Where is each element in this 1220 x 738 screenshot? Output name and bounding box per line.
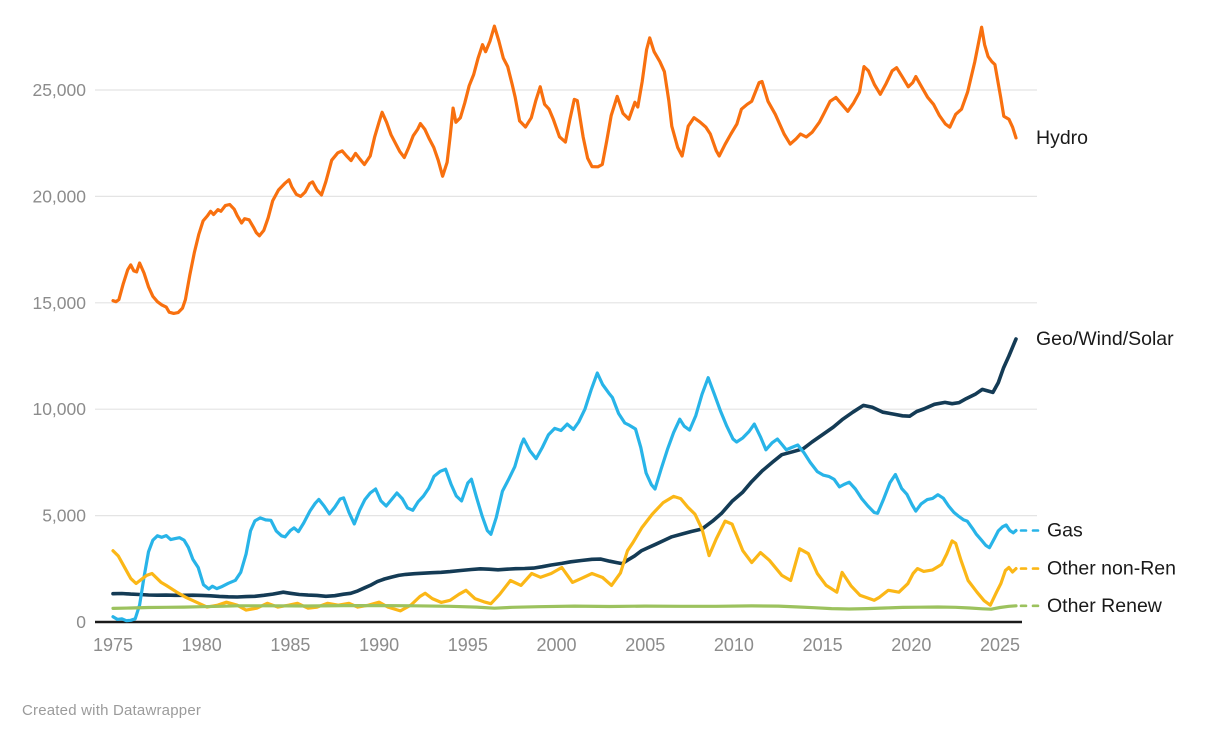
x-tick-label: 2025: [980, 635, 1020, 655]
series-line-other-renew: [111, 604, 1018, 611]
y-tick-label: 0: [76, 612, 86, 632]
series-line-gas: [111, 371, 1018, 623]
y-tick-label: 25,000: [32, 80, 86, 100]
x-tick-label: 1975: [93, 635, 133, 655]
series-line-hydro: [111, 24, 1018, 315]
x-tick-label: 2010: [714, 635, 754, 655]
y-tick-label: 5,000: [42, 506, 86, 526]
y-tick-label: 20,000: [32, 186, 86, 206]
y-tick-label: 10,000: [32, 399, 86, 419]
series-label-gas: Gas: [1047, 519, 1083, 541]
x-tick-label: 2000: [536, 635, 576, 655]
series-line-geo-wind-solar: [111, 337, 1018, 599]
x-tick-label: 2020: [891, 635, 931, 655]
y-tick-label: 15,000: [32, 293, 86, 313]
x-tick-label: 1985: [270, 635, 310, 655]
line-chart: 0 5,000 10,000 15,000 20,000 25,000 1975 1980 19…: [32, 24, 1176, 655]
x-tick-label: 1990: [359, 635, 399, 655]
series-label-geo-wind-solar: Geo/Wind/Solar: [1036, 328, 1174, 350]
x-tick-label: 1980: [182, 635, 222, 655]
series-label-other-renew: Other Renew: [1047, 595, 1163, 617]
series-label-other-non-ren: Other non-Ren: [1047, 558, 1176, 580]
series-line-other-non-ren: [111, 494, 1018, 613]
x-tick-label: 2015: [803, 635, 843, 655]
x-tick-label: 2005: [625, 635, 665, 655]
datawrapper-credit[interactable]: Created with Datawrapper: [22, 702, 202, 719]
series-label-hydro: Hydro: [1036, 127, 1088, 149]
x-tick-label: 1995: [448, 635, 488, 655]
